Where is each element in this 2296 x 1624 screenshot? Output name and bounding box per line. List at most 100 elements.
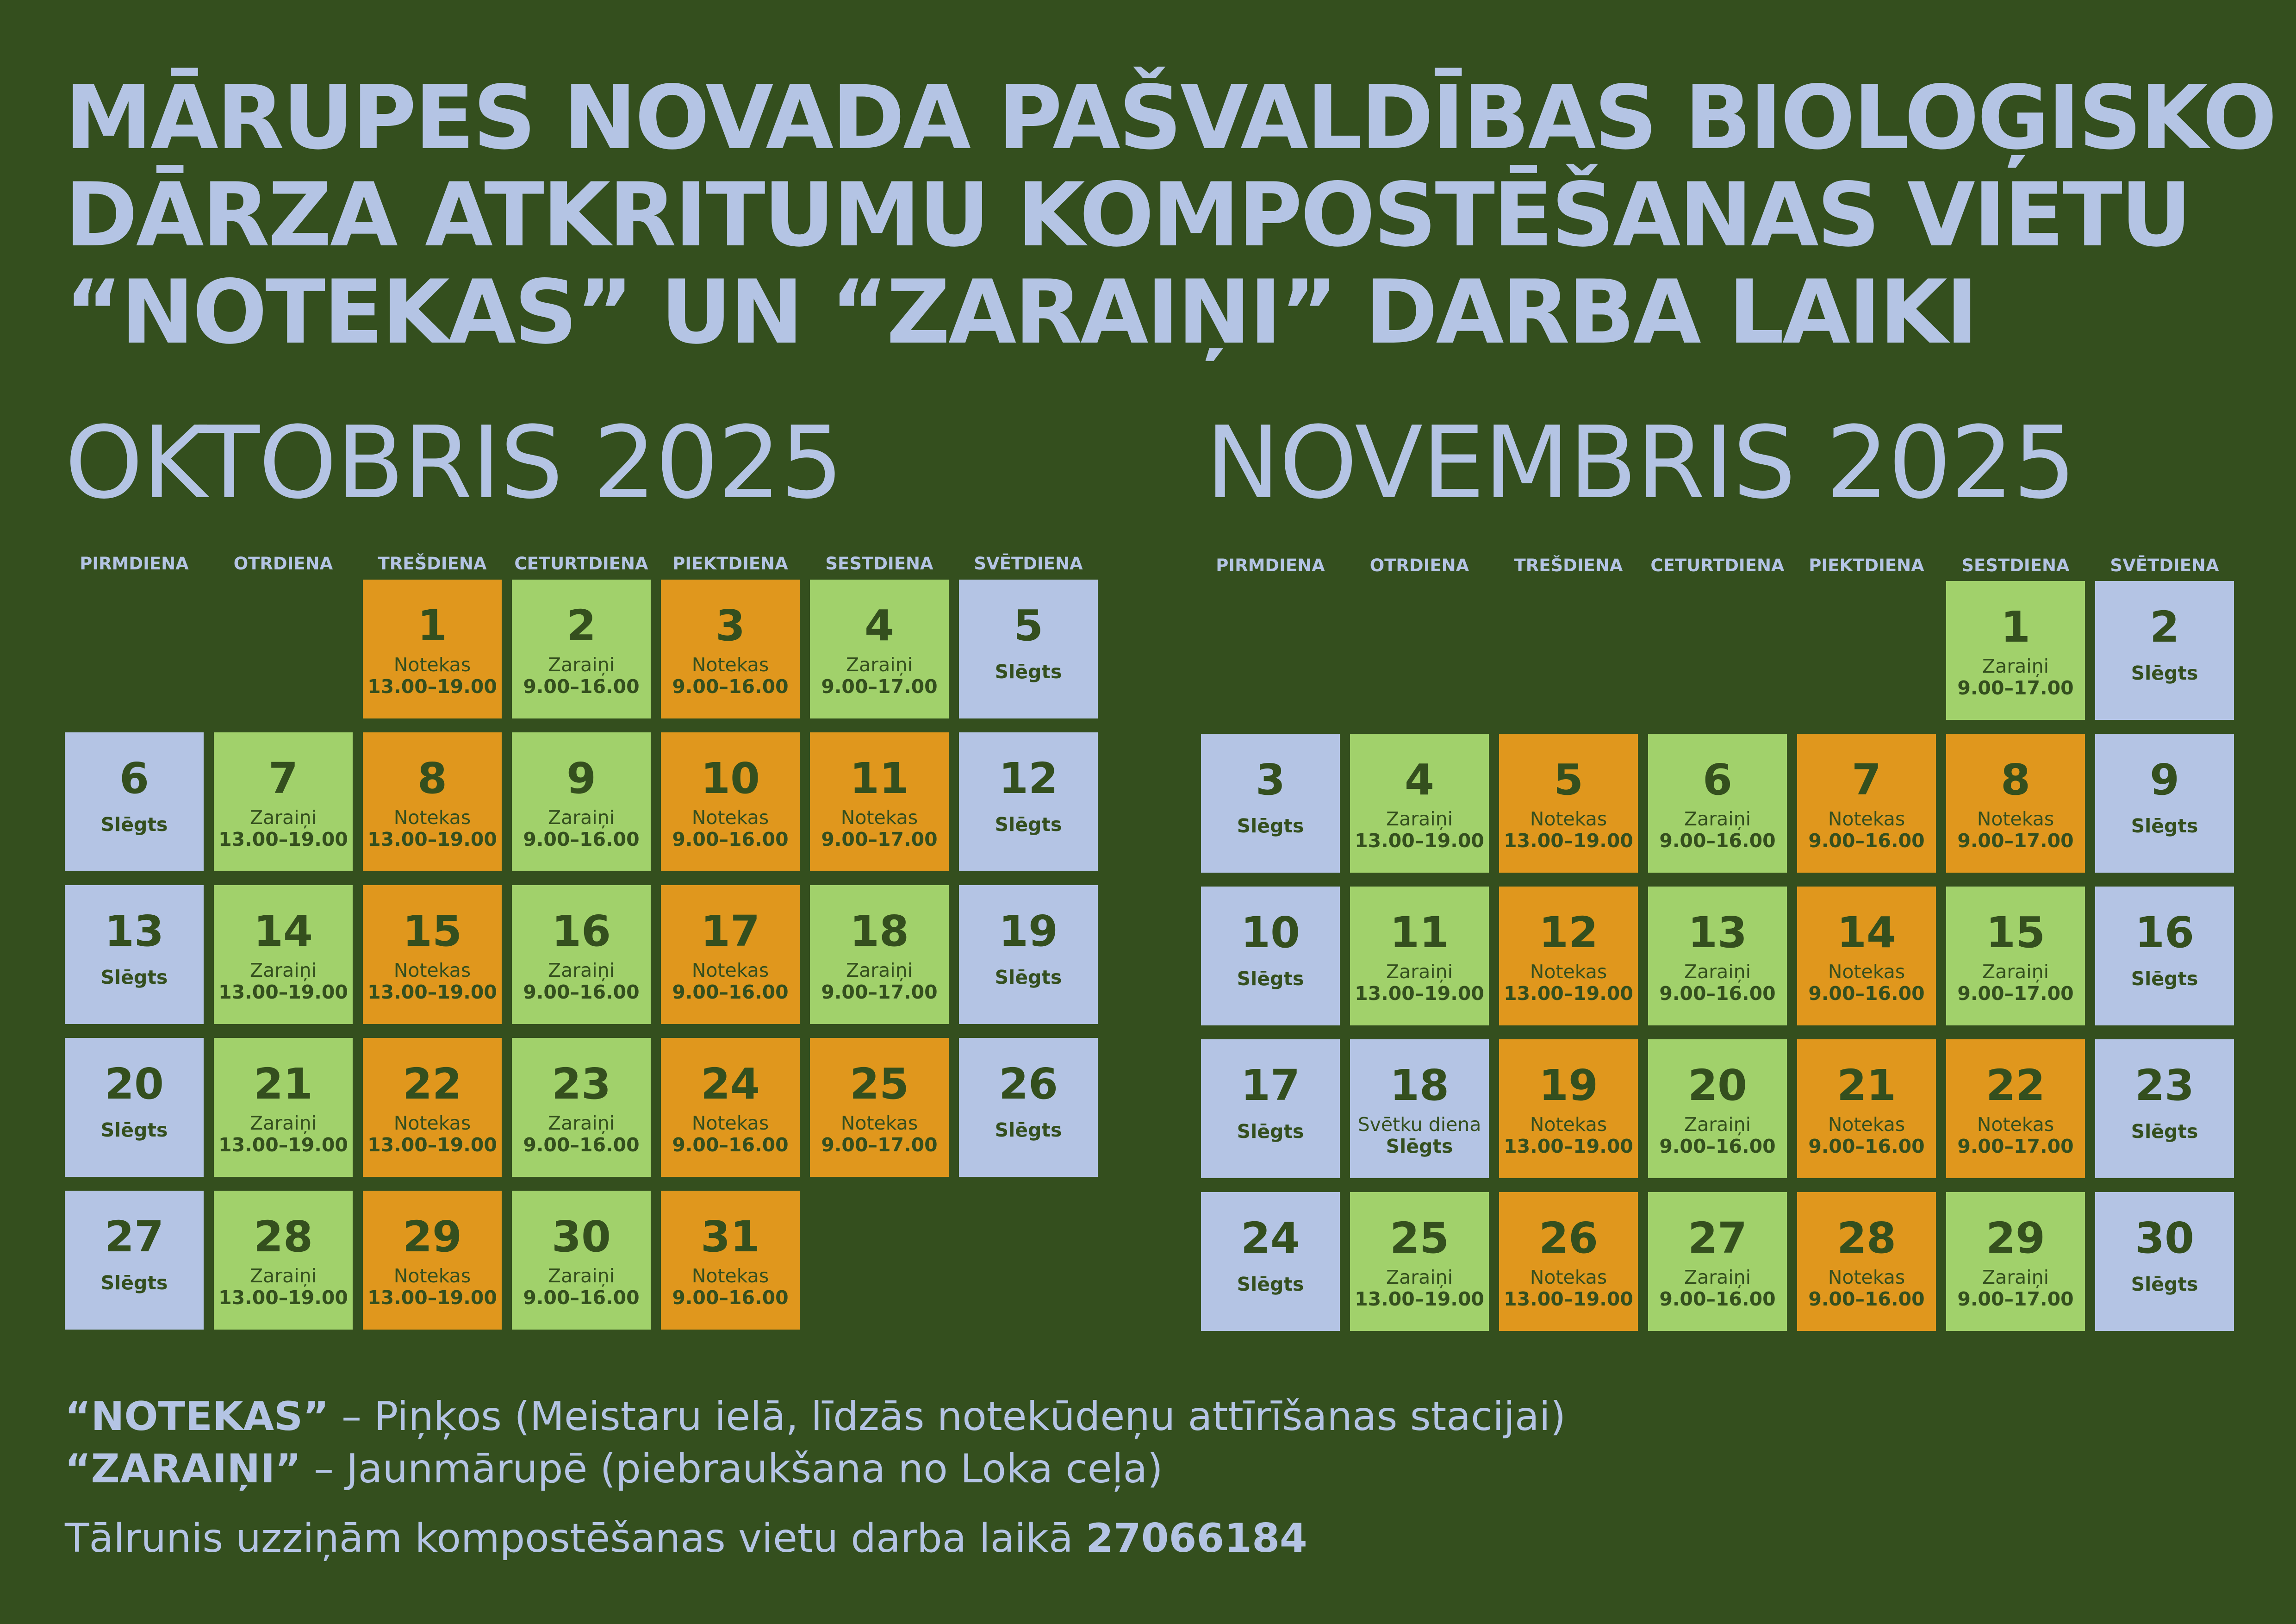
month-title-october: OKTOBRIS 2025 <box>65 405 843 521</box>
day-status: Slēgts <box>995 661 1062 683</box>
weekday-label: TREŠDIENA <box>378 554 487 574</box>
day-hours: 13.00–19.00 <box>218 828 348 850</box>
day-location: Zaraiņi <box>1982 961 2049 983</box>
day-hours: 13.00–19.00 <box>218 1287 348 1309</box>
day-number: 18 <box>1389 1061 1450 1110</box>
day-number: 29 <box>1985 1213 2046 1263</box>
day-cell: 24 Slēgts <box>1201 1192 1340 1331</box>
day-hours: 9.00–16.00 <box>1808 830 1925 852</box>
day-status: Slēgts <box>1237 815 1304 837</box>
day-number: 1 <box>2000 602 2030 652</box>
day-hours: 13.00–19.00 <box>1355 1288 1484 1310</box>
day-location: Zaraiņi <box>846 959 913 981</box>
day-location: Zaraiņi <box>250 1265 317 1287</box>
day-number: 12 <box>1538 908 1599 957</box>
day-location: Zaraiņi <box>250 1112 317 1134</box>
day-location: Zaraiņi <box>1386 1266 1453 1288</box>
day-hours: 9.00–16.00 <box>672 1134 789 1156</box>
day-cell: 8 Notekas 13.00–19.00 <box>363 732 502 871</box>
day-cell: 26 Slēgts <box>959 1038 1098 1177</box>
day-hours: 13.00–19.00 <box>218 1134 348 1156</box>
day-location: Zaraiņi <box>548 1112 615 1134</box>
day-cell: 16 Zaraiņi 9.00–16.00 <box>512 885 651 1024</box>
day-cell: 3 Notekas 9.00–16.00 <box>661 580 800 718</box>
day-number: 17 <box>700 906 760 956</box>
day-location: Notekas <box>1530 1113 1607 1136</box>
day-location: Notekas <box>1977 1113 2054 1136</box>
day-hours: 9.00–16.00 <box>672 1287 789 1309</box>
day-cell: 27 Zaraiņi 9.00–16.00 <box>1648 1192 1787 1331</box>
day-cell: 9 Zaraiņi 9.00–16.00 <box>512 732 651 871</box>
day-hours: 9.00–16.00 <box>1808 1135 1925 1157</box>
day-holiday-label: Svētku diena <box>1357 1113 1481 1136</box>
day-hours: 13.00–19.00 <box>367 1287 497 1309</box>
day-cell: 18 Zaraiņi 9.00–17.00 <box>810 885 949 1024</box>
day-cell: 21 Zaraiņi 13.00–19.00 <box>214 1038 353 1177</box>
day-number: 21 <box>253 1059 313 1109</box>
day-cell: 29 Notekas 13.00–19.00 <box>363 1191 502 1330</box>
day-cell: 23 Slēgts <box>2095 1039 2234 1178</box>
day-number: 3 <box>715 601 745 650</box>
phone-info: Tālrunis uzziņām kompostēšanas vietu dar… <box>65 1513 1307 1564</box>
day-status: Slēgts <box>2131 968 2198 990</box>
day-cell: 12 Slēgts <box>959 732 1098 871</box>
weekday-label: PIEKTDIENA <box>1809 556 1924 575</box>
day-cell: 28 Notekas 9.00–16.00 <box>1797 1192 1936 1331</box>
day-cell: 1 Notekas 13.00–19.00 <box>363 580 502 718</box>
day-hours: 9.00–16.00 <box>1659 982 1776 1005</box>
legend-notekas-text: – Piņķos (Meistaru ielā, līdzās notekūde… <box>329 1393 1566 1440</box>
day-cell: 25 Notekas 9.00–17.00 <box>810 1038 949 1177</box>
day-number: 15 <box>1985 908 2046 957</box>
day-hours: 9.00–16.00 <box>523 675 640 698</box>
day-number: 7 <box>1851 755 1881 805</box>
day-number: 13 <box>104 906 164 956</box>
day-number: 26 <box>998 1059 1058 1109</box>
day-number: 7 <box>268 754 298 803</box>
day-cell: 29 Zaraiņi 9.00–17.00 <box>1946 1192 2085 1331</box>
day-cell: 13 Slēgts <box>65 885 204 1024</box>
day-hours: 9.00–17.00 <box>1957 830 2074 852</box>
day-number: 2 <box>566 601 596 650</box>
day-hours: 13.00–19.00 <box>1504 830 1633 852</box>
day-cell: 21 Notekas 9.00–16.00 <box>1797 1039 1936 1178</box>
day-cell: 19 Slēgts <box>959 885 1098 1024</box>
day-hours: 9.00–17.00 <box>1957 982 2074 1005</box>
day-cell: 22 Notekas 9.00–17.00 <box>1946 1039 2085 1178</box>
day-number: 28 <box>253 1212 313 1262</box>
day-cell: 5 Slēgts <box>959 580 1098 718</box>
day-cell: 28 Zaraiņi 13.00–19.00 <box>214 1191 353 1330</box>
day-hours: 9.00–17.00 <box>821 675 938 698</box>
day-number: 6 <box>1702 755 1732 805</box>
day-location: Notekas <box>1828 1113 1905 1136</box>
weekday-label: CETURTDIENA <box>514 554 648 574</box>
phone-number: 27066184 <box>1086 1515 1307 1562</box>
day-cell: 4 Zaraiņi 13.00–19.00 <box>1350 734 1489 873</box>
day-number: 30 <box>2134 1213 2195 1263</box>
weekday-label: PIEKTDIENA <box>672 554 788 574</box>
day-cell: 14 Zaraiņi 13.00–19.00 <box>214 885 353 1024</box>
day-cell: 26 Notekas 13.00–19.00 <box>1499 1192 1638 1331</box>
day-cell: 15 Notekas 13.00–19.00 <box>363 885 502 1024</box>
day-number: 14 <box>253 906 313 956</box>
day-number: 11 <box>1389 908 1450 957</box>
day-cell: 13 Zaraiņi 9.00–16.00 <box>1648 887 1787 1025</box>
day-hours: 9.00–17.00 <box>821 1134 938 1156</box>
day-status: Slēgts <box>995 966 1062 988</box>
title-line-1: MĀRUPES NOVADA PAŠVALDĪBAS BIOLOĢISKO <box>65 67 2277 169</box>
legend-zaraini: “ZARAIŅI” – Jaunmārupē (piebraukšana no … <box>65 1443 1163 1494</box>
day-location: Zaraiņi <box>548 806 615 829</box>
day-location: Zaraiņi <box>250 959 317 981</box>
day-location: Notekas <box>393 959 471 981</box>
day-hours: 9.00–17.00 <box>1957 1135 2074 1157</box>
day-number: 12 <box>998 754 1058 803</box>
day-location: Notekas <box>840 1112 918 1134</box>
day-cell: 31 Notekas 9.00–16.00 <box>661 1191 800 1330</box>
day-cell: 17 Notekas 9.00–16.00 <box>661 885 800 1024</box>
day-number: 17 <box>1240 1061 1300 1110</box>
weekday-label: OTRDIENA <box>1369 556 1469 575</box>
day-hours: 9.00–16.00 <box>1659 1135 1776 1157</box>
day-hours: 13.00–19.00 <box>367 828 497 850</box>
day-number: 5 <box>1553 755 1583 805</box>
day-location: Notekas <box>1530 961 1607 983</box>
day-number: 30 <box>551 1212 611 1262</box>
